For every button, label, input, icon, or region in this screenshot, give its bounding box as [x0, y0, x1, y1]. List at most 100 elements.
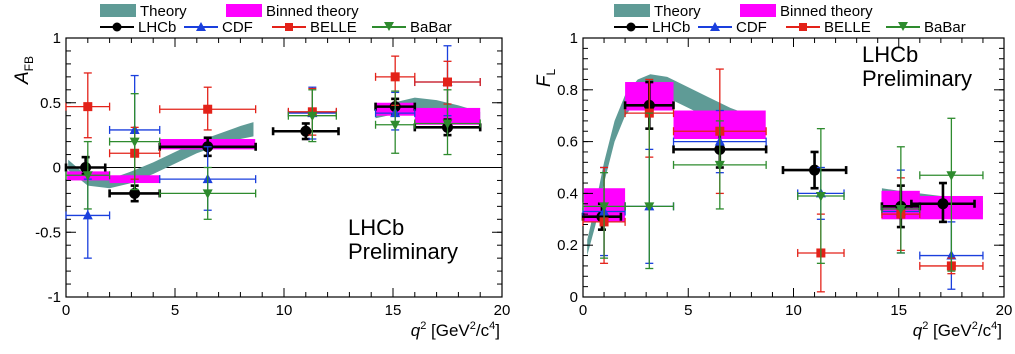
marker-circle [937, 198, 949, 210]
marker-circle [129, 187, 141, 199]
legend-belle-label-right: BELLE [824, 19, 871, 36]
legend-lhcb-label-right: LHCb [652, 19, 690, 36]
legend-lhcb-label: LHCb [138, 19, 176, 36]
legend-babar-marker-right [898, 22, 908, 31]
legend-babar-label-right: BaBar [924, 19, 966, 36]
y-tick-label: 1 [53, 30, 61, 47]
lhcb-preliminary-annotation: LHCb [862, 42, 918, 67]
marker-square [443, 77, 452, 87]
marker-triangle-down [442, 119, 453, 129]
y-axis-label-sub: L [544, 69, 558, 76]
x-axis-label-units-tail: /c [978, 321, 992, 340]
marker-square [203, 104, 213, 114]
marker-triangle-down [82, 171, 93, 181]
legend-cdf-label: CDF [222, 19, 253, 36]
x-tick-label: 15 [385, 302, 402, 319]
x-axis-label-var: q [411, 321, 421, 340]
y-tick-label: 0.4 [557, 185, 578, 202]
legend-binned-label-right: Binned theory [780, 3, 873, 20]
y-axis-label-main: A [12, 71, 33, 85]
legend-babar-marker [384, 22, 394, 31]
y-tick-label: 0.8 [557, 82, 578, 99]
point-belle [159, 86, 257, 131]
point-cdf [65, 178, 111, 259]
point-babar [108, 93, 161, 191]
point-babar [159, 166, 257, 220]
x-tick-label: 5 [684, 302, 692, 319]
legend-lhcb-marker-right [626, 22, 636, 32]
y-axis-label-sub: FB [22, 56, 36, 71]
marker-triangle-up [82, 209, 93, 220]
point-babar [624, 112, 675, 270]
point-belle [65, 72, 111, 139]
legend-theory-swatch [100, 4, 136, 17]
marker-triangle-down [815, 191, 826, 202]
point-lhcb [781, 150, 848, 190]
y-tick-label: 0 [53, 160, 61, 177]
x-tick-label: 20 [996, 302, 1013, 319]
legend-binned-swatch-right [740, 4, 776, 17]
y-tick-label: 0 [570, 289, 578, 306]
point-babar [881, 146, 921, 254]
y-tick-label: 0.6 [557, 134, 578, 151]
lhcb-preliminary-annotation: LHCb [348, 215, 404, 240]
legend-right: Theory Binned theory LHCb CDF BELLE BaBa… [614, 3, 966, 36]
x-tick-label: 20 [494, 302, 511, 319]
marker-triangle-down [599, 202, 610, 212]
x-axis-label-units-sup: 2 [470, 320, 476, 332]
marker-triangle-down [129, 137, 140, 148]
legend-theory-swatch-right [614, 4, 650, 17]
legend-belle-label: BELLE [310, 19, 357, 36]
x-axis-label-units-sup2: 4 [489, 320, 495, 332]
x-axis-label-units: [GeV [426, 321, 470, 340]
point-babar [414, 89, 481, 156]
marker-square [390, 72, 400, 82]
x-axis-label-close: ] [997, 321, 1002, 340]
x-axis-label-units-sup2: 4 [991, 320, 997, 332]
legend-binned-swatch [226, 4, 262, 17]
x-tick-label: 0 [579, 302, 587, 319]
x-tick-label: 0 [62, 302, 70, 319]
point-lhcb [910, 181, 976, 224]
legend-belle-marker [285, 23, 293, 31]
x-axis-label-units-sup: 2 [972, 320, 978, 332]
legend-belle-marker-right [799, 23, 807, 31]
y-tick-label: 1 [570, 30, 578, 47]
point-lhcb [271, 122, 340, 141]
x-axis-label-var: q [913, 321, 923, 340]
x-tick-label: 10 [785, 302, 802, 319]
y-axis-label-main: F [534, 74, 555, 87]
marker-triangle-down [390, 120, 401, 131]
point-babar [797, 127, 845, 264]
point-babar [374, 90, 416, 154]
y-tick-label: 0.2 [557, 237, 578, 254]
point-babar [919, 117, 984, 272]
marker-triangle-down [644, 202, 655, 212]
point-babar [672, 120, 767, 210]
marker-circle [300, 125, 312, 137]
x-axis-label-close: ] [495, 321, 500, 340]
x-axis-label: q2 [GeV2/c4] [411, 320, 500, 340]
marker-triangle-down [202, 189, 213, 199]
legend-theory-label-right: Theory [654, 3, 701, 20]
marker-triangle-down [307, 111, 318, 122]
point-babar [65, 140, 111, 210]
legend-cdf-marker-right [710, 22, 720, 31]
marker-triangle-down [946, 171, 957, 181]
y-tick-label: 0.5 [40, 95, 61, 112]
legend-binned-label: Binned theory [266, 3, 359, 20]
y-tick-label: -1 [48, 289, 61, 306]
x-tick-label: 15 [890, 302, 907, 319]
legend-cdf-label-right: CDF [736, 19, 767, 36]
x-tick-label: 10 [276, 302, 293, 319]
x-tick-label: 5 [171, 302, 179, 319]
lhcb-preliminary-annotation: Preliminary [348, 239, 458, 264]
y-axis-label: FL [534, 69, 558, 88]
y-tick-label: -0.5 [35, 224, 61, 241]
x-axis-label-units-tail: /c [476, 321, 490, 340]
y-axis-label: AFB [12, 56, 36, 85]
legend-babar-label: BaBar [410, 19, 452, 36]
legend-lhcb-marker [112, 22, 122, 32]
